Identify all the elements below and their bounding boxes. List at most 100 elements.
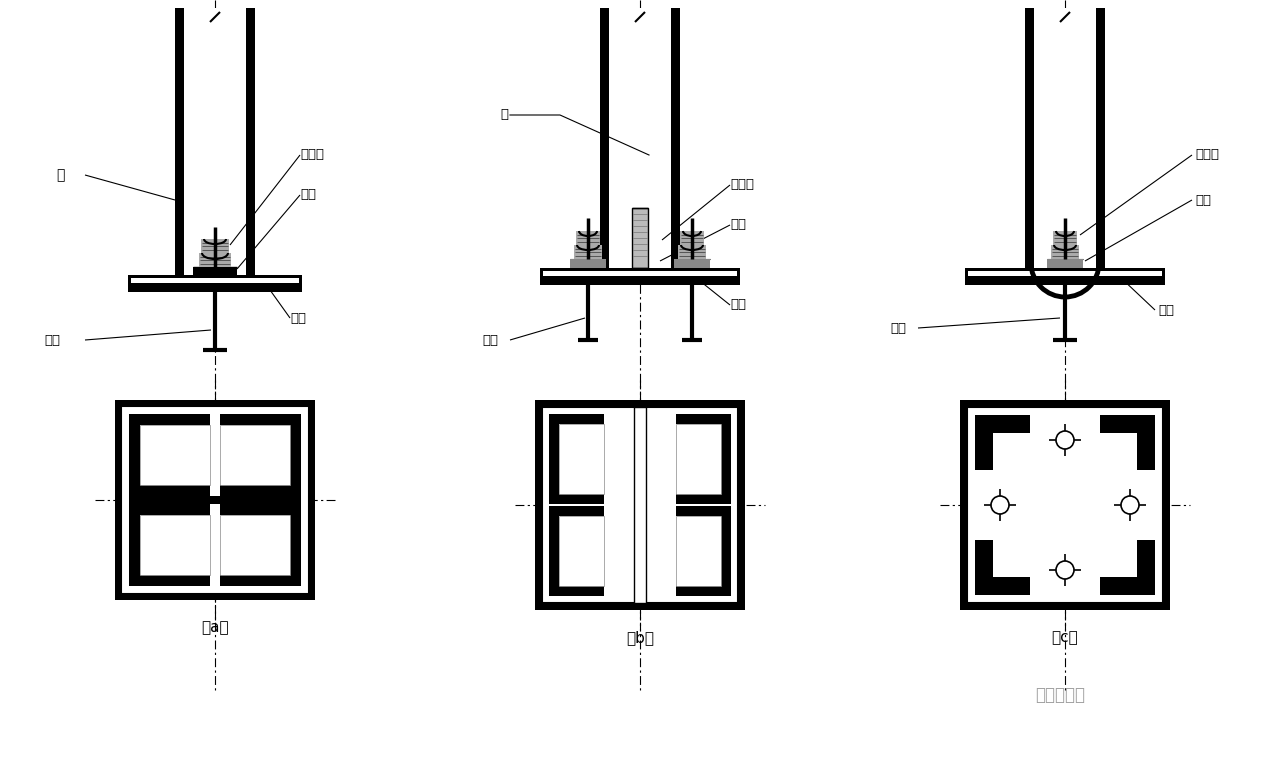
Bar bbox=[220, 425, 291, 485]
Bar bbox=[129, 496, 301, 504]
Bar bbox=[634, 407, 646, 603]
Bar bbox=[549, 494, 604, 504]
Bar bbox=[201, 239, 229, 253]
Bar bbox=[140, 515, 210, 575]
Bar bbox=[675, 259, 710, 268]
Bar bbox=[129, 575, 210, 586]
Bar bbox=[559, 516, 604, 586]
Bar bbox=[576, 231, 600, 245]
Bar bbox=[184, 8, 246, 275]
Bar bbox=[140, 425, 210, 485]
Bar bbox=[570, 259, 605, 268]
Text: 垫板: 垫板 bbox=[300, 188, 316, 201]
Text: 底板: 底板 bbox=[291, 311, 306, 325]
Bar bbox=[541, 407, 739, 603]
Bar bbox=[129, 414, 210, 425]
Bar bbox=[671, 8, 680, 268]
Bar bbox=[1034, 8, 1096, 268]
Text: 锚栓: 锚栓 bbox=[890, 322, 906, 335]
Bar bbox=[128, 275, 302, 292]
Bar bbox=[1047, 259, 1083, 268]
Bar bbox=[175, 8, 184, 275]
Bar bbox=[559, 424, 604, 494]
Bar bbox=[975, 540, 993, 595]
Bar bbox=[220, 414, 301, 425]
Bar bbox=[966, 407, 1164, 603]
Text: 柱: 柱 bbox=[56, 168, 64, 182]
Bar bbox=[543, 271, 737, 276]
Bar bbox=[549, 414, 604, 424]
Bar bbox=[1053, 231, 1076, 245]
Bar bbox=[676, 516, 721, 586]
Bar bbox=[573, 245, 602, 259]
Bar bbox=[1096, 8, 1105, 268]
Bar bbox=[193, 267, 237, 275]
Bar bbox=[634, 407, 646, 603]
Bar bbox=[960, 400, 1170, 610]
Bar bbox=[193, 267, 237, 275]
Text: 双螺母: 双螺母 bbox=[300, 149, 324, 161]
Bar bbox=[220, 575, 301, 586]
Bar bbox=[975, 415, 1030, 433]
Bar bbox=[721, 506, 731, 596]
Text: 垫板: 垫板 bbox=[730, 218, 746, 231]
Bar bbox=[676, 506, 731, 516]
Text: （a）: （a） bbox=[201, 621, 229, 635]
Bar bbox=[676, 424, 721, 494]
Bar bbox=[1137, 415, 1155, 470]
Bar bbox=[632, 208, 648, 268]
Bar bbox=[1025, 8, 1034, 268]
Bar bbox=[115, 400, 315, 600]
Bar bbox=[975, 415, 993, 470]
Text: （c）: （c） bbox=[1052, 631, 1078, 645]
Bar bbox=[220, 515, 291, 575]
Bar bbox=[129, 414, 140, 496]
Bar bbox=[1100, 415, 1155, 433]
Bar bbox=[198, 253, 230, 267]
Bar bbox=[549, 506, 559, 596]
Bar bbox=[966, 407, 1164, 603]
Bar bbox=[1137, 540, 1155, 595]
Bar bbox=[220, 515, 291, 575]
Text: 垫板: 垫板 bbox=[1196, 194, 1211, 207]
Bar bbox=[676, 586, 731, 596]
Text: 底板: 底板 bbox=[730, 298, 746, 311]
Bar bbox=[636, 409, 644, 601]
Bar bbox=[220, 425, 291, 485]
Bar bbox=[676, 414, 731, 424]
Bar bbox=[549, 586, 604, 596]
Bar bbox=[220, 485, 301, 496]
Bar bbox=[291, 504, 301, 586]
Bar bbox=[676, 494, 731, 504]
Bar bbox=[559, 516, 604, 586]
Text: （b）: （b） bbox=[626, 631, 654, 645]
Bar bbox=[680, 231, 704, 245]
Text: 锚栓: 锚栓 bbox=[44, 334, 60, 346]
Text: 锚栓: 锚栓 bbox=[483, 334, 498, 346]
Bar bbox=[246, 8, 255, 275]
Bar bbox=[535, 400, 745, 610]
Bar bbox=[559, 424, 604, 494]
Text: 底板: 底板 bbox=[1158, 304, 1174, 317]
Bar bbox=[632, 208, 648, 268]
Bar bbox=[131, 278, 300, 283]
Bar bbox=[129, 485, 210, 496]
Bar bbox=[122, 406, 308, 594]
Text: 钢结构设计: 钢结构设计 bbox=[1036, 686, 1085, 704]
Bar bbox=[129, 504, 140, 586]
Bar bbox=[1100, 577, 1155, 595]
Bar bbox=[678, 245, 707, 259]
Bar bbox=[676, 424, 721, 494]
Text: 双螺母: 双螺母 bbox=[1196, 149, 1219, 161]
Bar bbox=[676, 516, 721, 586]
Bar bbox=[220, 504, 301, 515]
Bar bbox=[965, 268, 1165, 285]
Bar bbox=[291, 414, 301, 496]
Bar bbox=[968, 271, 1162, 276]
Text: 双螺母: 双螺母 bbox=[730, 179, 754, 191]
Bar bbox=[140, 425, 210, 485]
Bar bbox=[540, 268, 740, 285]
Bar bbox=[721, 414, 731, 504]
Text: 柱: 柱 bbox=[500, 109, 508, 122]
Bar bbox=[600, 8, 609, 268]
